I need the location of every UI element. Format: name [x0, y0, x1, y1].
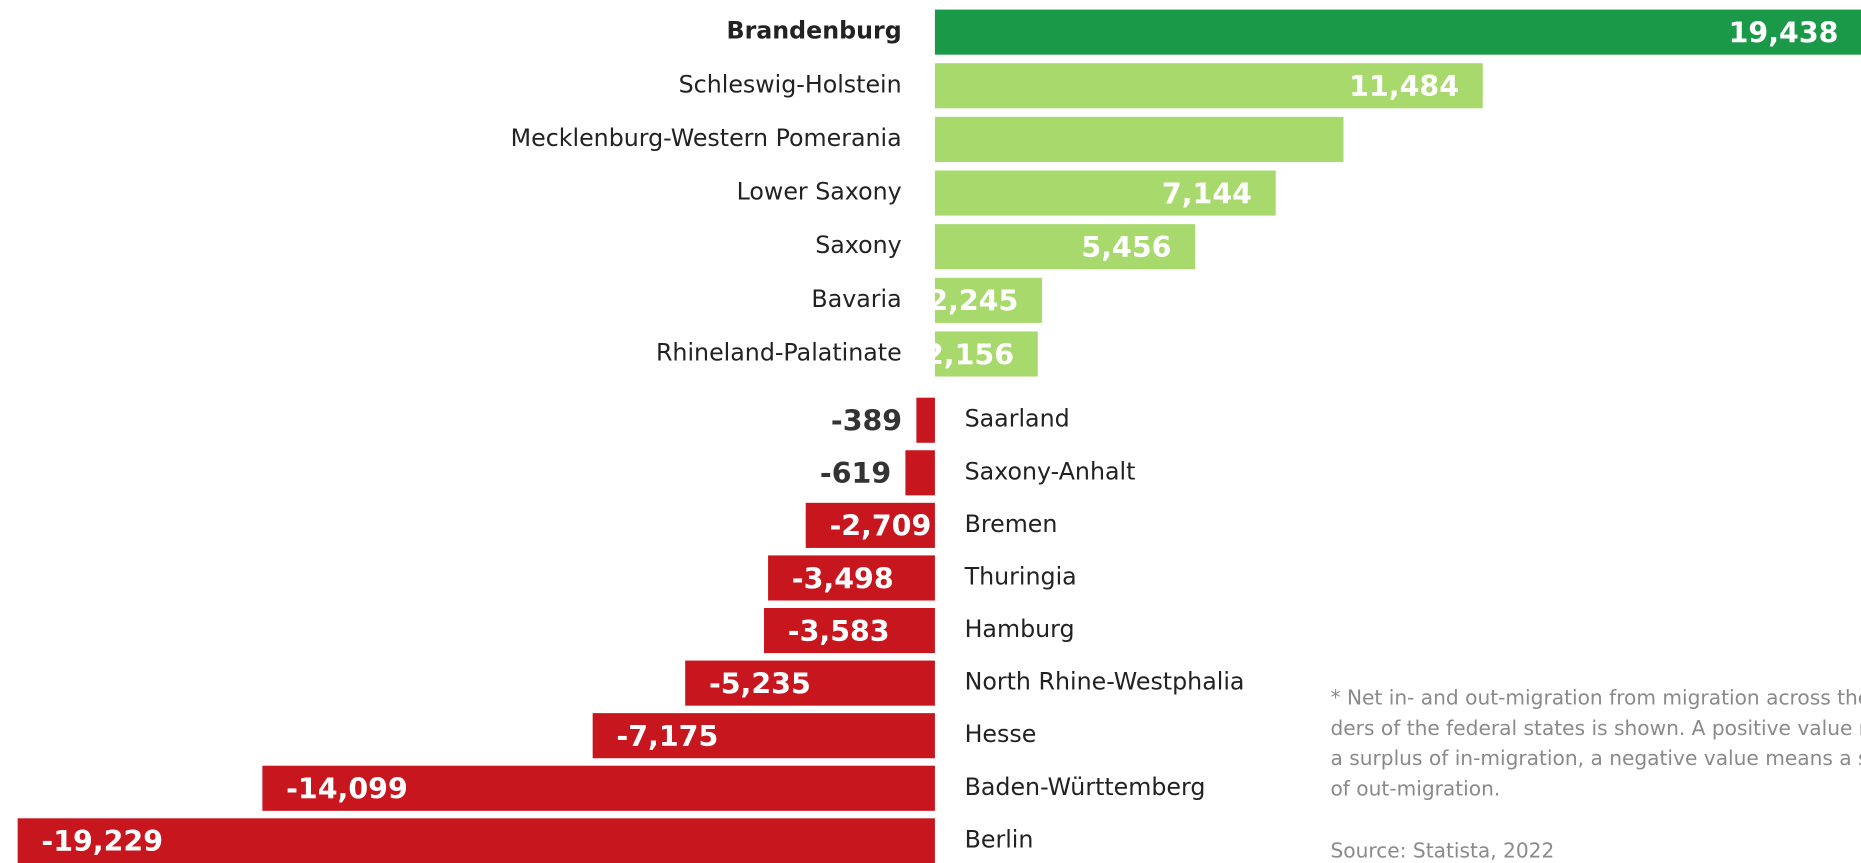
category-label: North Rhine-Westphalia [965, 668, 1245, 696]
bar [934, 116, 1344, 162]
value-label: 5,456 [1081, 231, 1171, 264]
value-label: 19,438 [1729, 16, 1839, 49]
bar [768, 555, 935, 601]
category-label: Saxony [815, 231, 901, 259]
bar [262, 765, 935, 811]
category-label: Baden-Württemberg [965, 773, 1206, 801]
value-label: -2,709 [829, 510, 931, 543]
bar [934, 170, 1276, 216]
value-label: -7,175 [616, 720, 718, 753]
value-label: 2,156 [924, 338, 1014, 371]
category-label: Rhineland-Palatinate [656, 338, 902, 366]
category-label: Mecklenburg-Western Pomerania [511, 124, 902, 152]
category-label: Hesse [965, 720, 1037, 748]
category-label: Hamburg [965, 615, 1075, 643]
bar [934, 9, 1861, 55]
bar [916, 397, 935, 443]
value-label: -3,583 [788, 615, 890, 648]
value-label: -19,229 [41, 825, 163, 858]
category-label: Lower Saxony [737, 178, 902, 206]
category-label: Bavaria [811, 285, 901, 313]
bar [592, 713, 935, 759]
bar [905, 450, 935, 496]
source: Source: Statista, 2022 [1330, 839, 1554, 863]
bar [805, 502, 935, 548]
category-label: Brandenburg [727, 17, 902, 45]
category-label: Schleswig-Holstein [679, 70, 902, 98]
bar [685, 660, 935, 706]
value-label: -3,498 [792, 562, 894, 595]
footnote: * Net in- and out-migration from migrati… [1330, 686, 1861, 710]
value-label: -5,235 [709, 667, 811, 700]
footnote: ders of the federal states is shown. A p… [1330, 716, 1861, 740]
bar [934, 331, 1038, 377]
value-label: 7,144 [1162, 177, 1252, 210]
value-label: -619 [820, 457, 891, 490]
footnote: of out-migration. [1330, 776, 1500, 800]
category-label: Saarland [965, 405, 1070, 433]
category-label: Thuringia [964, 562, 1077, 590]
value-label: 11,484 [1349, 70, 1459, 103]
footnote: a surplus of in-migration, a negative va… [1330, 746, 1861, 770]
category-label: Saxony-Anhalt [965, 457, 1136, 485]
value-label: 2,245 [928, 285, 1018, 318]
bar [764, 607, 935, 654]
bar [934, 63, 1483, 109]
bar [934, 277, 1043, 323]
category-label: Berlin [965, 825, 1034, 853]
value-label: -389 [831, 405, 902, 438]
bar [17, 818, 935, 863]
category-label: Bremen [965, 510, 1058, 538]
bar [934, 224, 1196, 270]
value-label: -14,099 [286, 773, 408, 806]
